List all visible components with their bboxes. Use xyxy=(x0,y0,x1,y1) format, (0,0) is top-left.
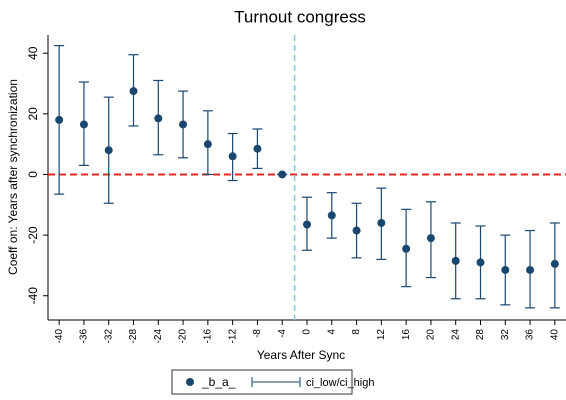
x-tick-label: -32 xyxy=(103,329,114,344)
x-tick-label: -4 xyxy=(277,329,288,338)
x-tick-label: 4 xyxy=(326,329,337,335)
x-tick-label: -16 xyxy=(203,329,214,344)
point xyxy=(501,265,510,274)
point xyxy=(104,146,113,155)
x-tick-label: 40 xyxy=(549,329,560,341)
point xyxy=(377,218,386,227)
point xyxy=(154,114,163,123)
point xyxy=(550,259,559,268)
legend-label: _b_a_ xyxy=(201,375,236,389)
point xyxy=(203,140,212,149)
x-tick-label: 16 xyxy=(401,329,412,341)
x-tick-label: 8 xyxy=(351,329,362,335)
x-tick-label: -36 xyxy=(79,329,90,344)
x-tick-label: -20 xyxy=(178,329,189,344)
y-tick-label: -20 xyxy=(26,226,40,244)
point xyxy=(476,258,485,267)
x-tick-label: 32 xyxy=(500,329,511,341)
point xyxy=(402,244,411,253)
x-tick-label: 28 xyxy=(475,329,486,341)
x-tick-label: -24 xyxy=(153,329,164,344)
chart-title: Turnout congress xyxy=(234,7,366,26)
y-tick-label: -40 xyxy=(26,287,40,305)
point xyxy=(55,115,64,124)
x-tick-label: 0 xyxy=(302,329,313,335)
point xyxy=(327,211,336,220)
point xyxy=(526,265,535,274)
x-tick-label: 20 xyxy=(426,329,437,341)
y-tick-label: 40 xyxy=(26,46,40,60)
legend-label: ci_low/ci_high xyxy=(306,377,374,389)
x-tick-label: -8 xyxy=(252,329,263,338)
point xyxy=(253,144,262,153)
x-tick-label: 12 xyxy=(376,329,387,341)
y-tick-label: 0 xyxy=(26,171,40,178)
y-tick-label: 20 xyxy=(26,107,40,121)
x-tick-label: -40 xyxy=(54,329,65,344)
point xyxy=(451,256,460,265)
point xyxy=(303,220,311,229)
x-tick-label: -28 xyxy=(128,329,139,344)
legend-marker xyxy=(186,378,194,386)
x-axis-title: Years After Sync xyxy=(257,348,345,362)
x-tick-label: -12 xyxy=(227,329,238,344)
x-tick-label: 24 xyxy=(450,329,461,341)
point xyxy=(352,226,361,235)
point xyxy=(278,170,287,179)
point xyxy=(228,152,237,161)
point xyxy=(179,120,188,129)
x-tick-label: 36 xyxy=(525,329,536,341)
y-axis-title: Coeff on: Years after synchronization xyxy=(6,79,20,275)
point xyxy=(79,120,88,129)
legend-box xyxy=(171,369,353,395)
point xyxy=(426,234,435,243)
point xyxy=(129,87,138,96)
